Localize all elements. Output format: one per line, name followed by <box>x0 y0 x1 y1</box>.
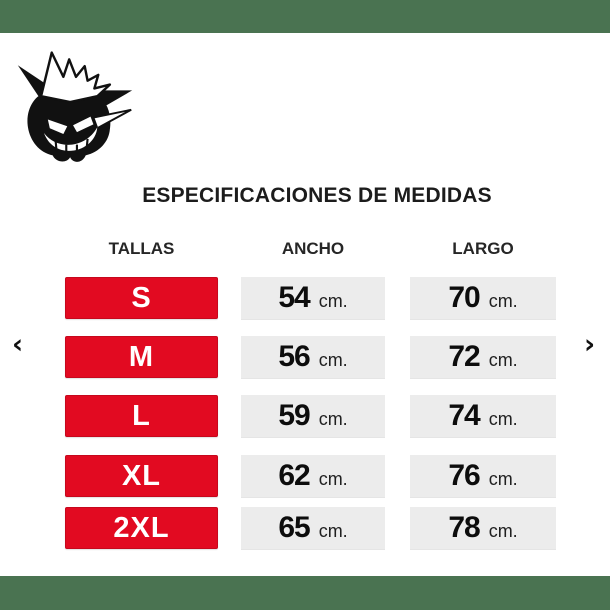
gengar-face-icon <box>17 51 133 162</box>
largo-cell: 74 cm. <box>410 395 556 437</box>
size-label: 2XL <box>113 511 170 544</box>
largo-value: 74 <box>448 399 480 432</box>
top-green-bar <box>0 0 610 33</box>
size-label: L <box>132 399 151 432</box>
unit-label: cm. <box>318 291 348 311</box>
carousel-prev-button[interactable]: ‹ <box>10 329 25 360</box>
unit-label: cm. <box>488 409 518 429</box>
ancho-cell: 54 cm. <box>241 277 385 319</box>
largo-value: 78 <box>448 511 480 544</box>
largo-cell: 70 cm. <box>410 277 556 319</box>
ancho-cell: 65 cm. <box>241 507 385 549</box>
largo-value: 70 <box>448 281 480 314</box>
table-row-2xl: 2XL 65 cm. 78 cm. <box>0 507 610 549</box>
table-row-xl: XL 62 cm. 76 cm. <box>0 455 610 497</box>
largo-cell: 72 cm. <box>410 336 556 378</box>
largo-value: 72 <box>448 340 480 373</box>
unit-label: cm. <box>488 350 518 370</box>
page-title: ESPECIFICACIONES DE MEDIDAS <box>142 184 492 207</box>
size-badge: M <box>65 336 218 378</box>
gengar-logo <box>12 40 138 166</box>
table-row-l: L 59 cm. 74 cm. <box>0 395 610 437</box>
unit-label: cm. <box>318 521 348 541</box>
size-badge: 2XL <box>65 507 218 549</box>
column-header-tallas: TALLAS <box>108 239 175 258</box>
carousel-next-button[interactable]: › <box>582 329 597 360</box>
ancho-value: 62 <box>278 459 310 492</box>
largo-value: 76 <box>448 459 480 492</box>
chevron-right-icon: › <box>584 329 596 360</box>
table-row-m: M 56 cm. 72 cm. <box>0 336 610 378</box>
size-badge: XL <box>65 455 218 497</box>
column-header-ancho: ANCHO <box>281 239 345 258</box>
largo-cell: 76 cm. <box>410 455 556 497</box>
table-row-s: S 54 cm. 70 cm. <box>0 277 610 319</box>
unit-label: cm. <box>318 409 348 429</box>
size-badge: S <box>65 277 218 319</box>
largo-cell: 78 cm. <box>410 507 556 549</box>
unit-label: cm. <box>488 521 518 541</box>
size-badge: L <box>65 395 218 437</box>
bottom-green-bar <box>0 576 610 610</box>
column-header-largo: LARGO <box>452 239 514 258</box>
ancho-value: 59 <box>278 399 310 432</box>
size-label: XL <box>121 459 162 492</box>
ancho-value: 65 <box>278 511 310 544</box>
size-label: M <box>128 340 155 373</box>
ancho-cell: 62 cm. <box>241 455 385 497</box>
chevron-left-icon: ‹ <box>12 329 24 360</box>
size-label: S <box>131 281 152 314</box>
unit-label: cm. <box>318 350 348 370</box>
unit-label: cm. <box>488 291 518 311</box>
ancho-value: 54 <box>278 281 310 314</box>
unit-label: cm. <box>488 469 518 489</box>
ancho-cell: 56 cm. <box>241 336 385 378</box>
ancho-cell: 59 cm. <box>241 395 385 437</box>
ancho-value: 56 <box>278 340 310 373</box>
unit-label: cm. <box>318 469 348 489</box>
